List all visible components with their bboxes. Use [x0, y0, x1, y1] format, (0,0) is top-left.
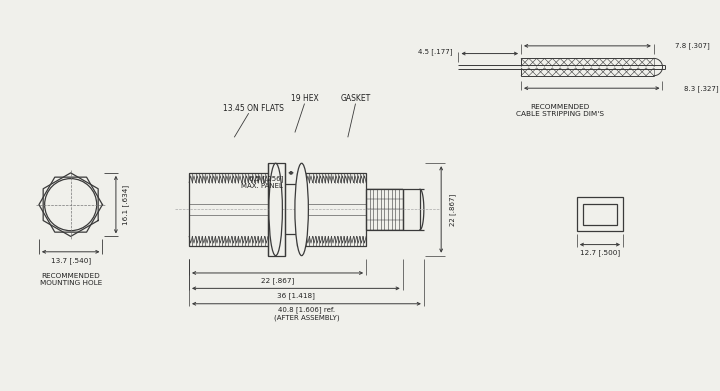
Bar [285, 185, 297, 235]
Text: RECOMMENDED
CABLE STRIPPING DIM'S: RECOMMENDED CABLE STRIPPING DIM'S [516, 104, 603, 117]
Text: 19 HEX: 19 HEX [291, 94, 318, 103]
Text: 13.45 ON FLATS: 13.45 ON FLATS [222, 104, 284, 113]
Text: 40.8 [1.606] ref.
(AFTER ASSEMBLY): 40.8 [1.606] ref. (AFTER ASSEMBLY) [274, 306, 339, 321]
Text: 6.5 [.256]
MAX. PANEL: 6.5 [.256] MAX. PANEL [241, 176, 284, 189]
Text: 22 [.867]: 22 [.867] [261, 277, 294, 284]
Text: 4.5 [.177]: 4.5 [.177] [418, 48, 453, 55]
Text: 13.7 [.540]: 13.7 [.540] [50, 257, 91, 264]
Bar [297, 173, 366, 246]
Text: GASKET: GASKET [341, 94, 371, 103]
Bar [402, 189, 420, 230]
Text: 12.7 [.500]: 12.7 [.500] [580, 249, 620, 256]
Text: 8.3 [.327]: 8.3 [.327] [684, 85, 719, 91]
Ellipse shape [295, 163, 308, 256]
Text: RECOMMENDED
MOUNTING HOLE: RECOMMENDED MOUNTING HOLE [40, 273, 102, 286]
Text: 36 [1.418]: 36 [1.418] [277, 293, 315, 300]
Bar [582, 204, 617, 225]
Bar [268, 163, 285, 256]
Ellipse shape [269, 163, 282, 256]
Bar [189, 173, 268, 246]
Bar [577, 197, 623, 231]
Text: 7.8 [.307]: 7.8 [.307] [675, 43, 710, 49]
Text: 22 [.867]: 22 [.867] [449, 193, 456, 226]
Text: 16.1 [.634]: 16.1 [.634] [122, 185, 129, 225]
Bar [366, 189, 402, 230]
